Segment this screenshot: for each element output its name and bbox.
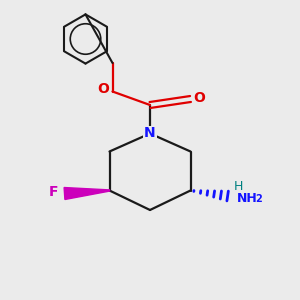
- Text: NH: NH: [236, 191, 257, 205]
- Text: O: O: [194, 92, 206, 105]
- Text: 2: 2: [255, 194, 262, 205]
- Text: F: F: [48, 185, 58, 199]
- Text: H: H: [234, 180, 243, 194]
- Polygon shape: [64, 188, 110, 200]
- Text: O: O: [98, 82, 110, 96]
- Text: N: N: [144, 127, 156, 140]
